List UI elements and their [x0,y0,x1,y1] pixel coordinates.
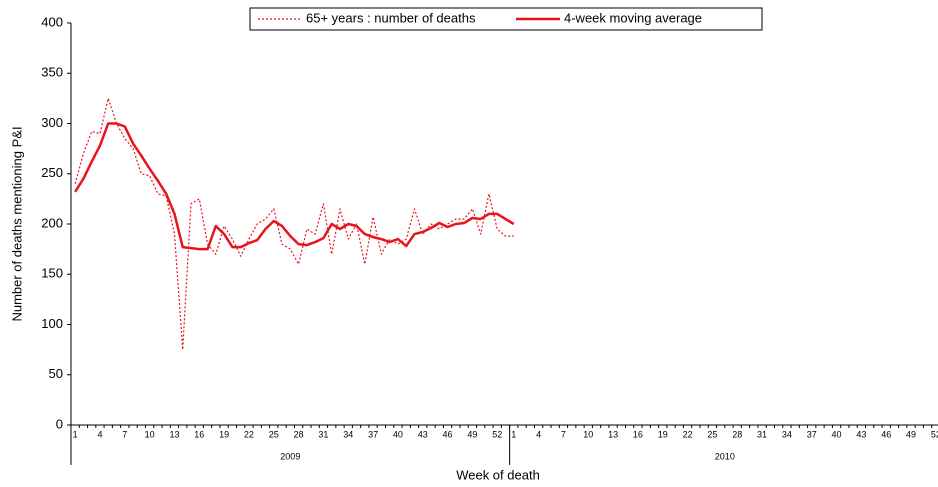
x-tick-label: 1 [73,429,78,439]
x-tick-label: 25 [707,429,717,439]
x-tick-label: 4 [536,429,541,439]
legend-label: 4-week moving average [564,10,702,25]
x-tick-label: 31 [318,429,328,439]
x-tick-label: 28 [294,429,304,439]
legend-box [249,7,763,31]
x-tick-label: 19 [658,429,668,439]
y-tick-label: 200 [41,215,63,230]
group-label: 2010 [715,451,735,461]
x-tick-label: 19 [219,429,229,439]
x-tick-label: 16 [194,429,204,439]
x-tick-label: 46 [443,429,453,439]
x-tick-label: 37 [807,429,817,439]
x-tick-label: 10 [583,429,593,439]
x-tick-label: 13 [608,429,618,439]
y-axis-label: Number of deaths mentioning P&I [9,126,24,321]
y-tick-label: 400 [41,14,63,29]
x-tick-label: 22 [683,429,693,439]
x-tick-label: 7 [122,429,127,439]
x-axis-label: Week of death [456,467,540,482]
y-tick-label: 300 [41,115,63,130]
y-tick-label: 350 [41,65,63,80]
x-tick-label: 34 [782,429,792,439]
x-tick-label: 25 [269,429,279,439]
x-tick-label: 13 [169,429,179,439]
x-tick-label: 34 [343,429,353,439]
x-tick-label: 49 [467,429,477,439]
x-tick-label: 52 [492,429,502,439]
x-tick-label: 7 [561,429,566,439]
y-tick-label: 50 [49,366,63,381]
x-tick-label: 40 [832,429,842,439]
legend-label: 65+ years : number of deaths [306,10,476,25]
y-tick-label: 150 [41,266,63,281]
x-tick-label: 52 [931,429,938,439]
x-tick-label: 46 [881,429,891,439]
x-tick-label: 10 [145,429,155,439]
series-line [74,97,514,351]
y-tick-label: 0 [56,416,63,431]
x-tick-label: 22 [244,429,254,439]
x-tick-label: 16 [633,429,643,439]
x-tick-label: 1 [511,429,516,439]
x-tick-label: 40 [393,429,403,439]
series-line [74,122,515,251]
group-label: 2009 [280,451,300,461]
y-tick-label: 100 [41,316,63,331]
x-tick-label: 37 [368,429,378,439]
x-tick-label: 49 [906,429,916,439]
x-tick-label: 43 [418,429,428,439]
x-tick-label: 43 [856,429,866,439]
y-tick-label: 250 [41,165,63,180]
x-tick-label: 31 [757,429,767,439]
x-tick-label: 4 [97,429,102,439]
x-tick-label: 28 [732,429,742,439]
